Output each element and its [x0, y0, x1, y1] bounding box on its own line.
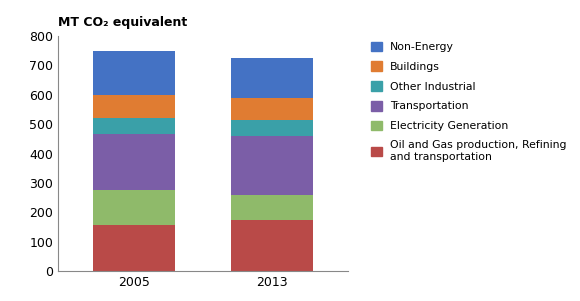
Bar: [231, 58, 313, 98]
Bar: [93, 95, 175, 118]
Bar: [93, 190, 175, 225]
Bar: [93, 118, 175, 135]
Text: MT CO₂ equivalent: MT CO₂ equivalent: [58, 16, 187, 29]
Legend: Non-Energy, Buildings, Other Industrial, Transportation, Electricity Generation,: Non-Energy, Buildings, Other Industrial,…: [371, 42, 567, 162]
Bar: [93, 135, 175, 190]
Bar: [93, 51, 175, 95]
Bar: [93, 225, 175, 271]
Bar: [231, 136, 313, 194]
Bar: [231, 195, 313, 219]
Bar: [231, 219, 313, 271]
Bar: [231, 120, 313, 136]
Bar: [231, 98, 313, 120]
